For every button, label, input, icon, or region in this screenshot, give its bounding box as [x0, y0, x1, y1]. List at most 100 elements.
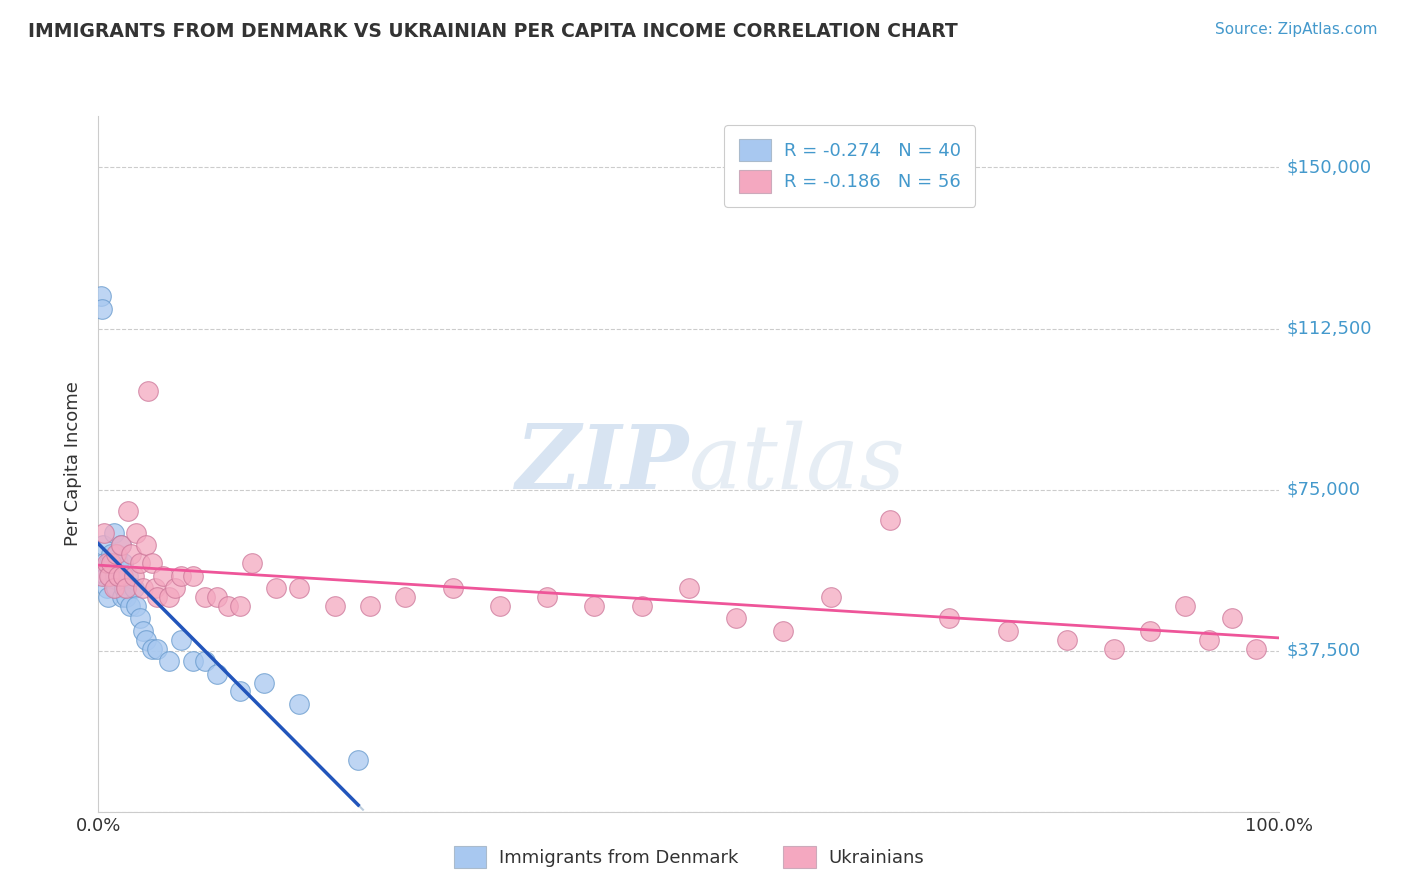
Point	[347, 753, 370, 767]
Text: $112,500: $112,500	[1286, 319, 1372, 337]
Point	[725, 611, 748, 625]
Point	[132, 582, 155, 596]
Point	[879, 513, 901, 527]
Point	[136, 384, 159, 398]
Point	[630, 599, 652, 613]
Point	[1198, 632, 1220, 647]
Point	[1056, 632, 1078, 647]
Point	[121, 547, 143, 561]
Point	[181, 654, 204, 668]
Point	[98, 568, 121, 582]
Point	[122, 582, 145, 596]
Text: $150,000: $150,000	[1286, 159, 1372, 177]
Point	[143, 582, 166, 596]
Point	[128, 611, 150, 625]
Point	[288, 582, 311, 596]
Point	[122, 568, 145, 582]
Point	[394, 590, 416, 604]
Point	[359, 599, 381, 613]
Point	[101, 556, 124, 570]
Point	[181, 568, 204, 582]
Point	[117, 504, 139, 518]
Point	[97, 590, 120, 604]
Point	[152, 568, 174, 582]
Point	[170, 632, 193, 647]
Point	[93, 556, 115, 570]
Point	[112, 582, 135, 596]
Point	[240, 556, 263, 570]
Text: Source: ZipAtlas.com: Source: ZipAtlas.com	[1215, 22, 1378, 37]
Point	[229, 599, 252, 613]
Point	[288, 698, 311, 712]
Point	[93, 525, 115, 540]
Point	[489, 599, 512, 613]
Point	[94, 568, 117, 582]
Point	[938, 611, 960, 625]
Point	[114, 590, 136, 604]
Point	[997, 624, 1019, 639]
Point	[98, 556, 121, 570]
Point	[194, 654, 217, 668]
Point	[128, 556, 150, 570]
Point	[90, 289, 112, 303]
Legend: Immigrants from Denmark, Ukrainians: Immigrants from Denmark, Ukrainians	[439, 831, 939, 883]
Point	[170, 568, 193, 582]
Point	[441, 582, 464, 596]
Point	[108, 568, 131, 582]
Text: $75,000: $75,000	[1286, 481, 1361, 499]
Point	[253, 676, 276, 690]
Point	[1174, 599, 1197, 613]
Point	[103, 525, 125, 540]
Text: $37,500: $37,500	[1286, 641, 1361, 660]
Point	[146, 641, 169, 656]
Point	[135, 632, 157, 647]
Point	[110, 538, 132, 552]
Point	[100, 547, 122, 561]
Point	[91, 568, 114, 582]
Point	[165, 582, 187, 596]
Point	[110, 538, 132, 552]
Point	[100, 556, 122, 570]
Point	[205, 667, 228, 681]
Point	[772, 624, 794, 639]
Point	[96, 582, 118, 596]
Point	[1220, 611, 1243, 625]
Point	[1139, 624, 1161, 639]
Point	[107, 568, 129, 582]
Point	[229, 684, 252, 698]
Point	[114, 582, 136, 596]
Point	[157, 654, 180, 668]
Point	[194, 590, 217, 604]
Text: atlas: atlas	[689, 420, 904, 508]
Point	[103, 582, 125, 596]
Point	[105, 582, 128, 596]
Point	[1102, 641, 1125, 656]
Text: ZIP: ZIP	[516, 421, 689, 507]
Point	[157, 590, 180, 604]
Point	[583, 599, 606, 613]
Text: IMMIGRANTS FROM DENMARK VS UKRAINIAN PER CAPITA INCOME CORRELATION CHART: IMMIGRANTS FROM DENMARK VS UKRAINIAN PER…	[28, 22, 957, 41]
Point	[120, 599, 142, 613]
Point	[264, 582, 287, 596]
Point	[146, 590, 169, 604]
Point	[125, 525, 148, 540]
Point	[141, 641, 163, 656]
Point	[105, 547, 128, 561]
Point	[1244, 641, 1267, 656]
Point	[141, 556, 163, 570]
Point	[98, 568, 121, 582]
Point	[104, 568, 127, 582]
Point	[205, 590, 228, 604]
Point	[536, 590, 558, 604]
Point	[112, 556, 135, 570]
Point	[91, 302, 114, 317]
Point	[132, 624, 155, 639]
Point	[117, 568, 139, 582]
Point	[112, 568, 135, 582]
Point	[217, 599, 239, 613]
Point	[107, 556, 129, 570]
Point	[135, 538, 157, 552]
Point	[96, 556, 118, 570]
Point	[678, 582, 700, 596]
Point	[111, 590, 134, 604]
